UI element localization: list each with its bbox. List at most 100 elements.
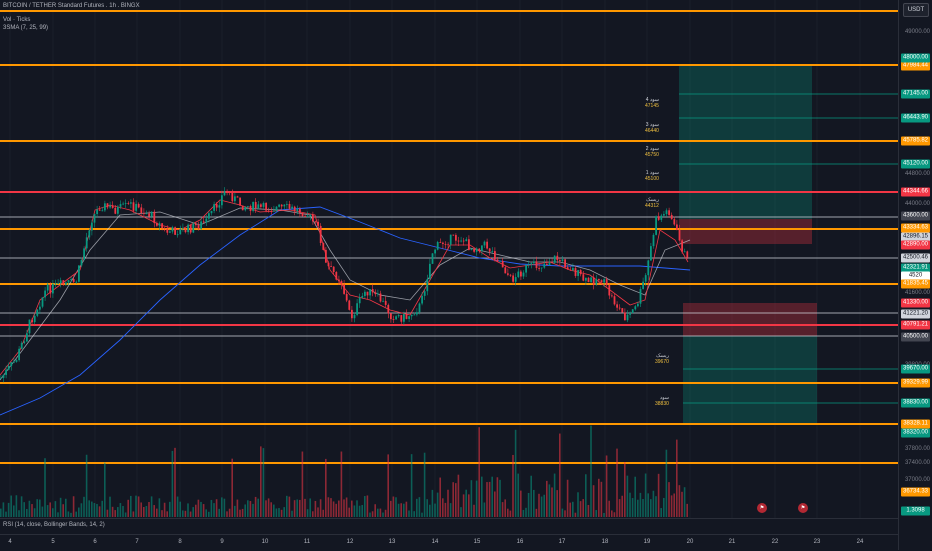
candle-body[interactable] [44, 290, 46, 298]
candle-body[interactable] [314, 221, 317, 223]
candle-body[interactable] [605, 279, 608, 286]
candle-body[interactable] [215, 204, 218, 208]
candle-body[interactable] [574, 268, 577, 276]
candle-body[interactable] [304, 216, 306, 217]
candle-body[interactable] [91, 222, 93, 231]
candle-body[interactable] [621, 308, 624, 313]
candle-body[interactable] [611, 295, 613, 297]
candle-body[interactable] [249, 205, 252, 211]
candle-body[interactable] [127, 203, 130, 204]
candle-body[interactable] [366, 291, 369, 296]
candle-body[interactable] [171, 227, 174, 232]
candle-body[interactable] [184, 228, 187, 233]
candle-body[interactable] [234, 196, 236, 202]
candle-body[interactable] [356, 303, 358, 315]
currency-selector[interactable]: USDT [903, 3, 929, 17]
candle-body[interactable] [46, 284, 49, 291]
candle-body[interactable] [75, 281, 78, 283]
candle-body[interactable] [626, 314, 629, 321]
candle-body[interactable] [509, 274, 512, 276]
candle-body[interactable] [553, 255, 556, 263]
candle-body[interactable] [309, 214, 312, 217]
candle-body[interactable] [613, 296, 616, 305]
candle-body[interactable] [148, 213, 150, 217]
chart-area[interactable]: BITCOIN / TETHER Standard Futures . 1h .… [0, 0, 898, 518]
candle-body[interactable] [166, 228, 169, 233]
candle-body[interactable] [665, 210, 668, 215]
candle-body[interactable] [145, 213, 148, 215]
candle-body[interactable] [637, 303, 639, 307]
candle-body[interactable] [158, 223, 161, 226]
candle-body[interactable] [192, 223, 195, 233]
candle-body[interactable] [208, 213, 210, 219]
candle-body[interactable] [252, 201, 254, 211]
candle-body[interactable] [364, 291, 366, 296]
candle-body[interactable] [117, 206, 119, 214]
price-tag[interactable]: 46443.90 [901, 113, 930, 123]
rsi-pane[interactable]: RSI (14, close, Bollinger Bands, 14, 2) [0, 518, 898, 535]
candle-body[interactable] [65, 282, 67, 285]
candle-body[interactable] [551, 262, 553, 264]
candle-body[interactable] [338, 279, 340, 282]
candle-body[interactable] [26, 333, 28, 342]
candle-body[interactable] [273, 210, 275, 212]
price-tag[interactable]: 38328.11 [901, 419, 930, 429]
candlesticks[interactable] [0, 187, 689, 383]
candle-body[interactable] [176, 234, 179, 236]
candle-body[interactable] [390, 313, 392, 320]
candle-body[interactable] [62, 280, 65, 285]
candle-body[interactable] [520, 271, 522, 277]
candle-body[interactable] [590, 277, 592, 282]
candle-body[interactable] [93, 214, 96, 223]
candle-body[interactable] [358, 297, 361, 304]
long-profit-zone[interactable] [679, 66, 812, 219]
candle-body[interactable] [634, 306, 637, 310]
candle-body[interactable] [548, 262, 551, 265]
candle-body[interactable] [395, 316, 397, 320]
candle-body[interactable] [182, 228, 184, 230]
candle-body[interactable] [473, 248, 475, 252]
candle-body[interactable] [80, 259, 83, 266]
candle-body[interactable] [293, 206, 296, 212]
candle-body[interactable] [540, 267, 543, 269]
candle-body[interactable] [236, 196, 239, 198]
rsi-indicator-label[interactable]: RSI (14, close, Bollinger Bands, 14, 2) [3, 522, 105, 528]
candle-body[interactable] [111, 205, 114, 208]
time-axis[interactable]: 4 5 6 7 8 9 10 11 12 13 14 15 16 17 18 19 20 21 22 23 24 [0, 534, 898, 551]
candle-body[interactable] [426, 279, 429, 292]
candle-body[interactable] [179, 228, 182, 235]
candle-body[interactable] [392, 319, 395, 320]
candle-body[interactable] [457, 240, 460, 242]
candle-body[interactable] [608, 285, 611, 296]
candle-body[interactable] [169, 231, 171, 233]
candle-body[interactable] [587, 277, 590, 282]
candle-body[interactable] [106, 203, 109, 208]
price-tag[interactable]: 42500.46 [901, 253, 930, 263]
candle-body[interactable] [676, 224, 678, 230]
candle-body[interactable] [644, 275, 647, 282]
candle-body[interactable] [504, 267, 507, 274]
candle-body[interactable] [631, 309, 634, 313]
candle-body[interactable] [582, 274, 585, 281]
candle-body[interactable] [447, 244, 449, 246]
candle-body[interactable] [642, 281, 644, 289]
candle-body[interactable] [174, 227, 176, 235]
candle-body[interactable] [231, 192, 234, 202]
candle-body[interactable] [189, 224, 192, 233]
candle-body[interactable] [200, 221, 202, 229]
candle-body[interactable] [647, 260, 650, 276]
candle-body[interactable] [618, 307, 621, 309]
candle-body[interactable] [678, 229, 681, 241]
candle-body[interactable] [130, 202, 132, 204]
price-tag[interactable]: 43334.63 [901, 223, 930, 233]
candle-body[interactable] [280, 204, 283, 207]
candle-body[interactable] [163, 228, 166, 229]
candle-body[interactable] [140, 207, 143, 214]
candle-body[interactable] [221, 195, 223, 206]
candle-body[interactable] [423, 291, 426, 296]
candle-body[interactable] [652, 234, 655, 247]
candle-body[interactable] [556, 255, 559, 261]
candle-body[interactable] [275, 206, 278, 211]
candle-body[interactable] [491, 251, 494, 252]
candle-body[interactable] [41, 297, 44, 307]
